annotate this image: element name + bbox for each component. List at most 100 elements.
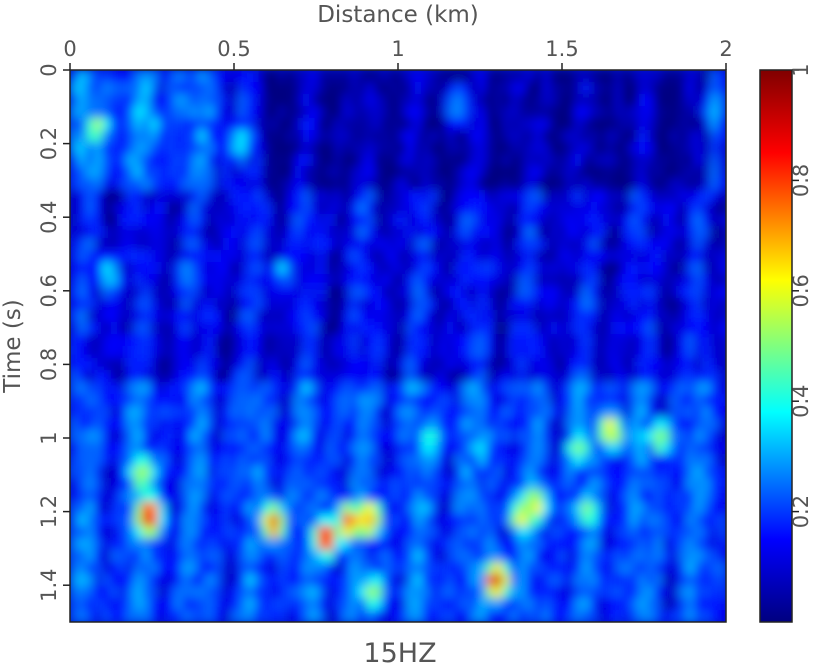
heatmap-cell xyxy=(126,190,135,203)
heatmap-cell xyxy=(510,382,519,395)
heatmap-cell xyxy=(606,346,615,359)
heatmap-cell xyxy=(550,274,559,287)
heatmap-cell xyxy=(694,106,703,119)
heatmap-cell xyxy=(454,550,463,563)
heatmap-cell xyxy=(334,538,343,551)
heatmap-cell xyxy=(526,250,535,263)
heatmap-cell xyxy=(94,106,103,119)
heatmap-cell xyxy=(686,598,695,611)
heatmap-cell xyxy=(102,586,111,599)
heatmap-cell xyxy=(142,478,151,491)
heatmap-cell xyxy=(718,490,726,503)
heatmap-cell xyxy=(518,334,527,347)
heatmap-cell xyxy=(366,274,375,287)
heatmap-cell xyxy=(670,190,679,203)
heatmap-cell xyxy=(582,322,591,335)
heatmap-cell xyxy=(326,574,335,587)
heatmap-cell xyxy=(270,346,279,359)
heatmap-cell xyxy=(70,598,79,611)
heatmap-cell xyxy=(430,550,439,563)
heatmap-cell xyxy=(238,70,247,83)
heatmap-cell xyxy=(510,346,519,359)
heatmap-cell xyxy=(646,310,655,323)
heatmap-cell xyxy=(150,106,159,119)
heatmap-cell xyxy=(454,610,463,622)
heatmap-cell xyxy=(422,502,431,515)
heatmap-cell xyxy=(414,358,423,371)
heatmap-cell xyxy=(542,262,551,275)
heatmap-cell xyxy=(70,286,79,299)
heatmap-cell xyxy=(550,178,559,191)
heatmap-cell xyxy=(398,502,407,515)
heatmap-cell xyxy=(638,130,647,143)
heatmap-cell xyxy=(582,142,591,155)
heatmap-cell xyxy=(254,502,263,515)
heatmap-cell xyxy=(326,346,335,359)
heatmap-cell xyxy=(502,538,511,551)
heatmap-cell xyxy=(302,190,311,203)
heatmap-cell xyxy=(638,610,647,622)
heatmap-cell xyxy=(510,202,519,215)
heatmap-cell xyxy=(614,82,623,95)
heatmap-cell xyxy=(70,358,79,371)
heatmap-cell xyxy=(590,262,599,275)
heatmap-cell xyxy=(134,574,143,587)
heatmap-cell xyxy=(238,238,247,251)
heatmap-cell xyxy=(422,370,431,383)
heatmap-cell xyxy=(270,286,279,299)
heatmap-cell xyxy=(254,394,263,407)
heatmap-cell xyxy=(406,274,415,287)
heatmap-cell xyxy=(542,82,551,95)
heatmap-cell xyxy=(262,610,271,622)
heatmap-cell xyxy=(126,598,135,611)
heatmap-cell xyxy=(446,406,455,419)
heatmap-cell xyxy=(302,394,311,407)
heatmap-cell xyxy=(78,406,87,419)
heatmap-cell xyxy=(590,310,599,323)
heatmap-cell xyxy=(550,154,559,167)
heatmap-cell xyxy=(622,502,631,515)
heatmap-cell xyxy=(182,394,191,407)
heatmap-cell xyxy=(166,154,175,167)
heatmap-cell xyxy=(238,514,247,527)
heatmap-cell xyxy=(678,178,687,191)
heatmap-cell xyxy=(366,454,375,467)
heatmap-cell xyxy=(110,202,119,215)
heatmap-cell xyxy=(606,166,615,179)
heatmap-cell xyxy=(326,202,335,215)
heatmap-cell xyxy=(230,262,239,275)
heatmap-cell xyxy=(646,574,655,587)
heatmap-cell xyxy=(118,430,127,443)
heatmap-cell xyxy=(470,502,479,515)
heatmap-cell xyxy=(198,562,207,575)
heatmap-cell xyxy=(382,202,391,215)
heatmap-cell xyxy=(126,214,135,227)
heatmap-cell xyxy=(526,394,535,407)
heatmap-cell xyxy=(126,130,135,143)
heatmap-cell xyxy=(398,274,407,287)
heatmap-cell xyxy=(174,142,183,155)
heatmap-cell xyxy=(142,130,151,143)
heatmap-cell xyxy=(270,370,279,383)
heatmap-cell xyxy=(670,238,679,251)
heatmap-cell xyxy=(174,442,183,455)
heatmap-cell xyxy=(398,226,407,239)
heatmap-cell xyxy=(526,322,535,335)
heatmap-cell xyxy=(246,202,255,215)
heatmap-cell xyxy=(406,82,415,95)
heatmap-cell xyxy=(214,82,223,95)
heatmap-cell xyxy=(550,418,559,431)
heatmap-cell xyxy=(222,550,231,563)
heatmap-cell xyxy=(366,442,375,455)
heatmap-cell xyxy=(430,466,439,479)
heatmap-cell xyxy=(502,166,511,179)
heatmap-cell xyxy=(78,322,87,335)
heatmap-cell xyxy=(158,478,167,491)
heatmap-cell xyxy=(118,202,127,215)
heatmap-cell xyxy=(326,262,335,275)
heatmap-cell xyxy=(70,502,79,515)
heatmap-cell xyxy=(550,70,559,83)
heatmap-cell xyxy=(166,610,175,622)
heatmap-cell xyxy=(110,178,119,191)
heatmap-cell xyxy=(478,322,487,335)
